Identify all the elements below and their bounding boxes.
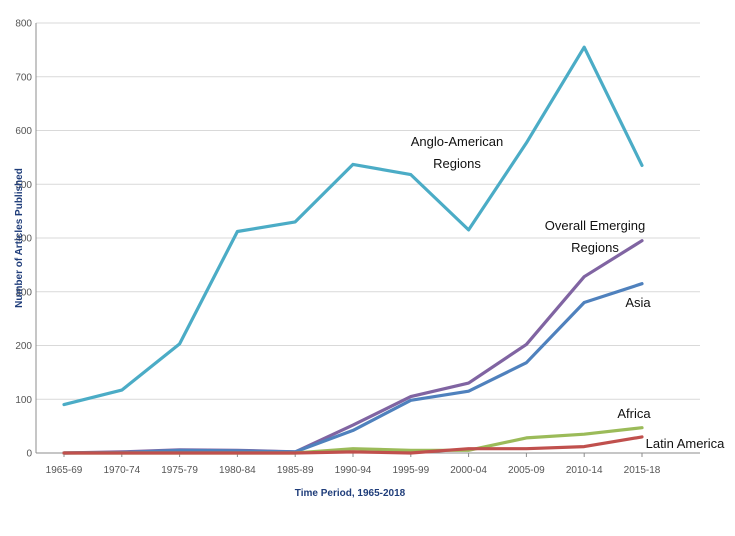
y-tick-label: 700 — [15, 72, 32, 83]
x-tick-label: 1965-69 — [46, 465, 83, 476]
y-tick-labels: 0 100 200 300 400 500 600 700 800 — [15, 19, 32, 460]
series-labels: Anglo-American Regions Overall Emerging Reg… — [411, 134, 725, 451]
y-axis-title: Number of Articles Published — [14, 168, 25, 308]
x-tick-labels: 1965-69 1970-74 1975-79 1980-84 1985-89 1990-… — [46, 465, 661, 476]
series-label-line: Asia — [625, 295, 651, 310]
y-tick-label: 0 — [26, 449, 32, 460]
series-label-line: Overall Emerging — [545, 218, 645, 233]
x-tick-label: 1970-74 — [103, 465, 140, 476]
y-tick-label: 100 — [15, 395, 32, 406]
y-tick-label: 300 — [15, 287, 32, 298]
series-line-asia — [62, 282, 644, 455]
series-line-anglo-american-regions — [62, 45, 644, 407]
series-label-line: Latin America — [646, 436, 726, 451]
y-tick-label: 800 — [15, 19, 32, 30]
x-tick-label: 1975-79 — [161, 465, 198, 476]
x-tick-label: 1980-84 — [219, 465, 256, 476]
series-lines — [62, 45, 644, 455]
series-line-overall-emerging-regions — [62, 239, 644, 455]
series-label: Asia — [625, 295, 651, 310]
y-tick-label: 400 — [15, 234, 32, 245]
x-tick-label: 2010-14 — [566, 465, 603, 476]
series-label-line: Regions — [433, 156, 481, 171]
y-tick-label: 500 — [15, 180, 32, 191]
x-tick-label: 1990-94 — [335, 465, 372, 476]
x-tick-label: 2005-09 — [508, 465, 545, 476]
x-tick-label: 2000-04 — [450, 465, 487, 476]
y-tick-label: 600 — [15, 126, 32, 137]
x-tick-label: 1985-89 — [277, 465, 314, 476]
series-label: Overall Emerging Regions — [545, 218, 645, 255]
series-label-line: Regions — [571, 240, 619, 255]
series-label: Africa — [617, 406, 651, 421]
y-tick-label: 200 — [15, 341, 32, 352]
series-line-latin-america — [62, 435, 644, 455]
x-tick-label: 1995-99 — [392, 465, 429, 476]
x-tick-label: 2015-18 — [624, 465, 661, 476]
series-label-line: Anglo-American — [411, 134, 504, 149]
series-label: Anglo-American Regions — [411, 134, 504, 171]
x-axis-title: Time Period, 1965-2018 — [295, 488, 406, 499]
gridlines — [36, 22, 700, 400]
series-label: Latin America — [646, 436, 726, 451]
series-label-line: Africa — [617, 406, 651, 421]
